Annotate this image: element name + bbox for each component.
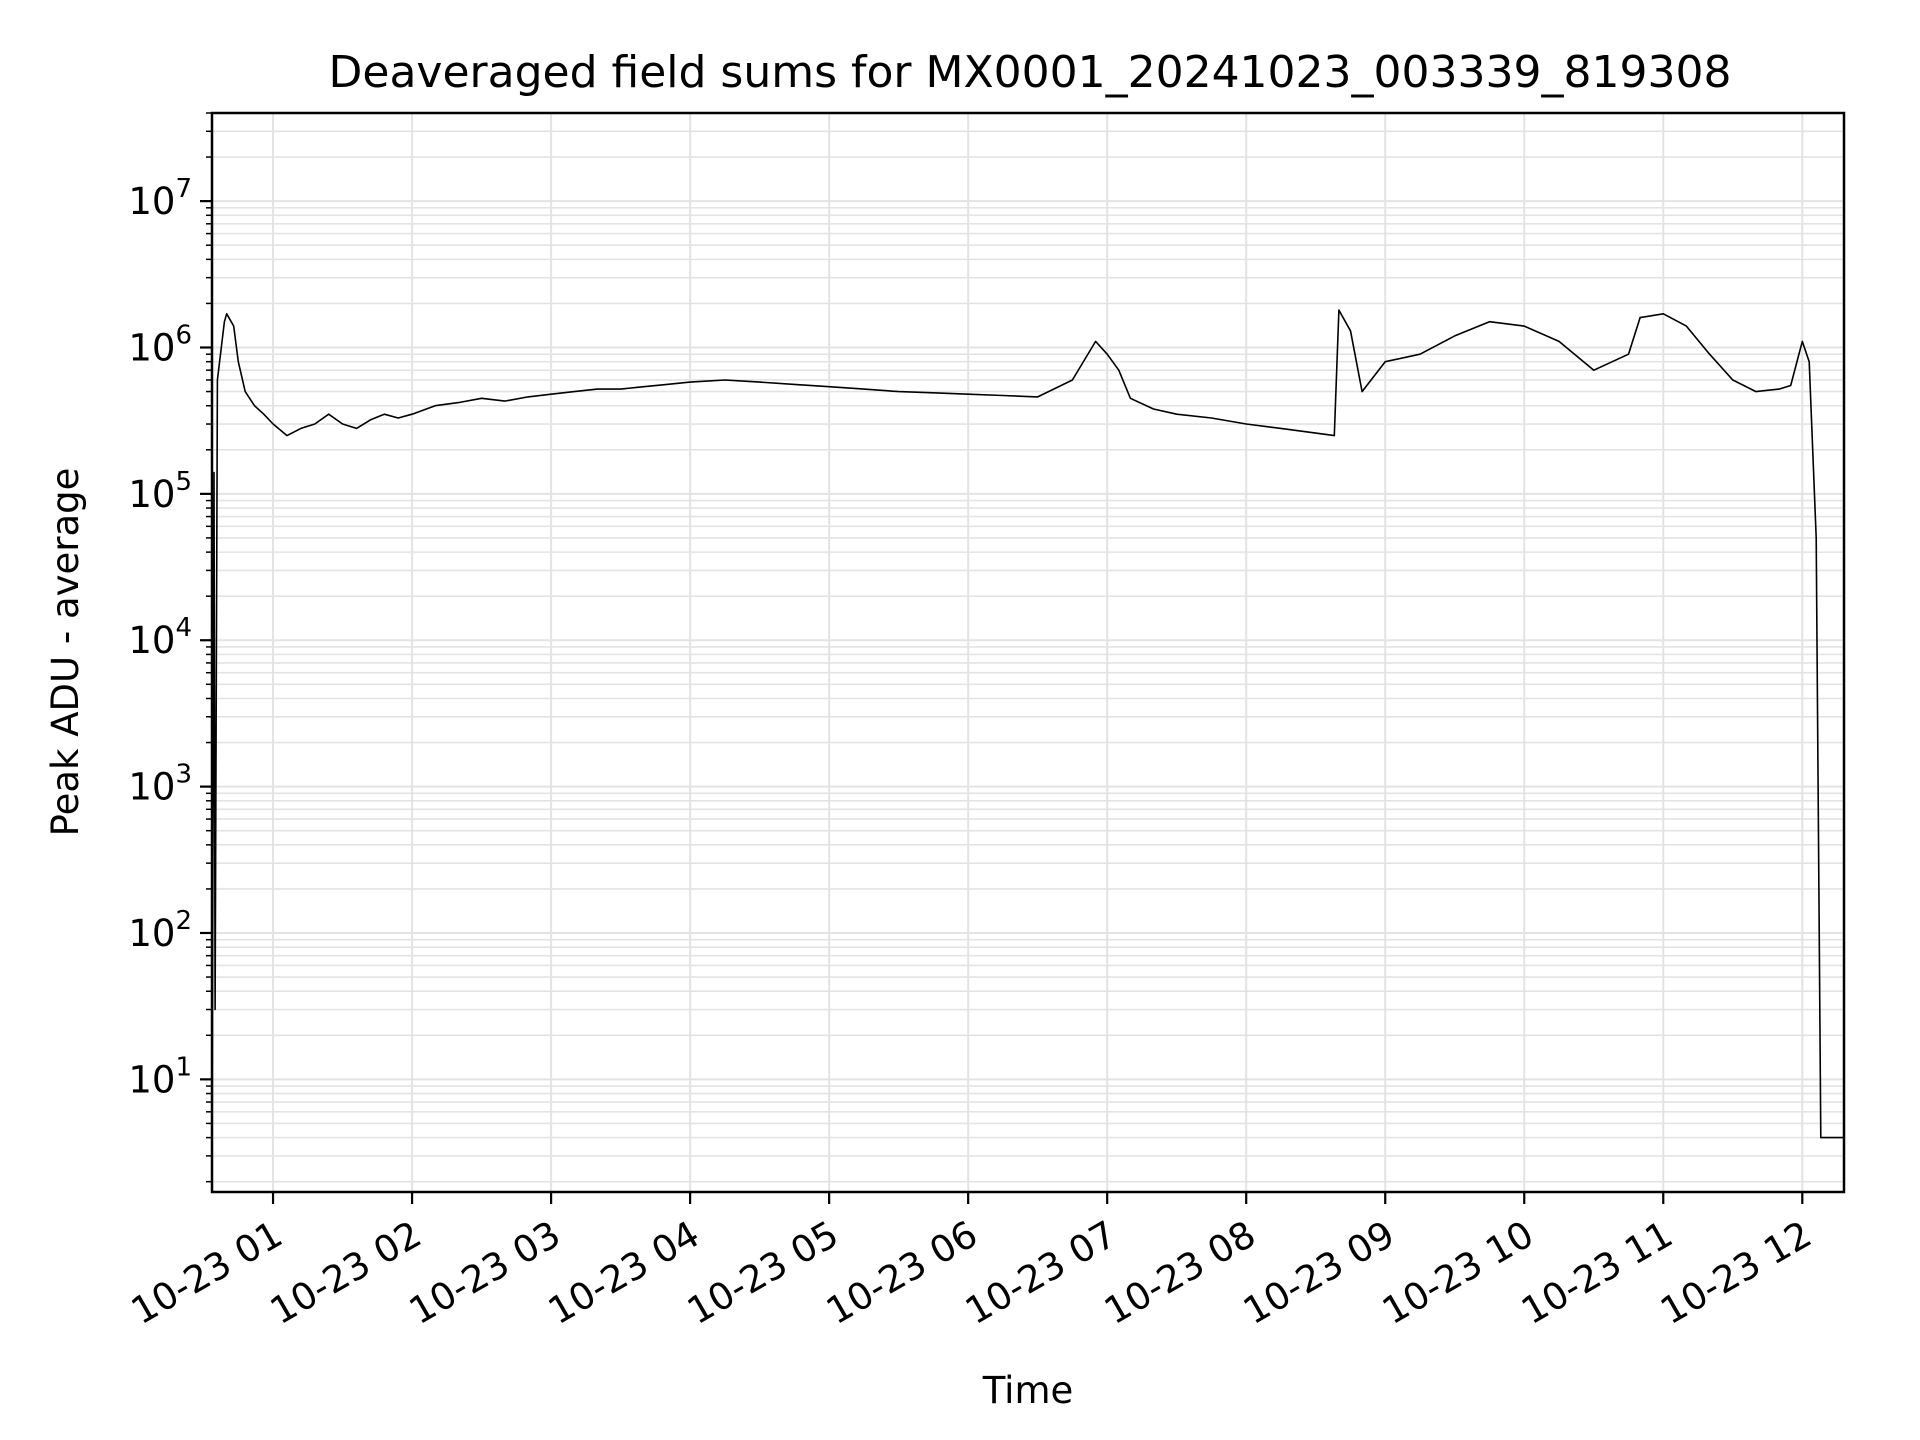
series-line bbox=[211, 309, 1844, 1182]
y-tick-label: 107 bbox=[128, 174, 192, 223]
y-axis: 101 102 103 104 105 106 107 bbox=[128, 112, 212, 1183]
series-line-group bbox=[211, 309, 1844, 1182]
x-axis-label: Time bbox=[982, 1369, 1074, 1412]
y-tick-label: 105 bbox=[128, 467, 192, 516]
chart-title: Deaveraged field sums for MX0001_2024102… bbox=[329, 47, 1732, 98]
plot-frame bbox=[210, 111, 1846, 1194]
y-tick-label: 104 bbox=[128, 613, 192, 662]
y-tick-label: 106 bbox=[128, 320, 192, 369]
y-tick-label: 102 bbox=[128, 906, 192, 955]
y-axis-label: Peak ADU - average bbox=[44, 468, 87, 837]
y-tick-label: 103 bbox=[128, 760, 192, 809]
y-tick-label: 101 bbox=[128, 1052, 192, 1101]
grid bbox=[212, 112, 1844, 1192]
